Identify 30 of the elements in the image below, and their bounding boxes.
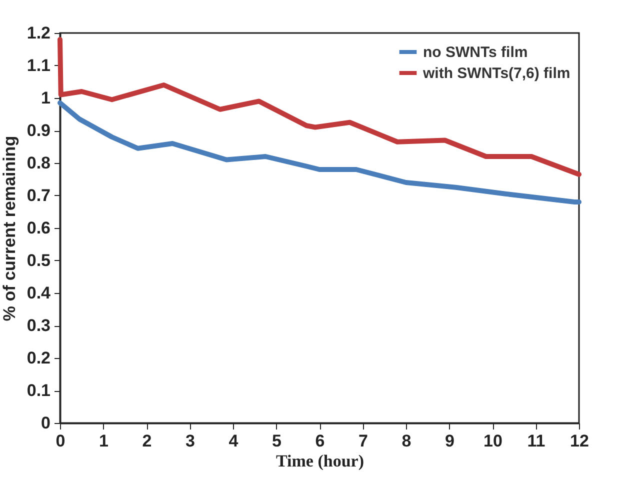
x-tick-label: 8 [402, 432, 412, 450]
y-tick-label: 0.3 [26, 316, 50, 335]
x-tick-label: 5 [272, 432, 282, 450]
y-tick-label: 0.6 [26, 218, 50, 238]
y-tick-label: 0.9 [26, 121, 50, 140]
y-tick-label: 1.1 [26, 56, 50, 75]
x-tick-label: 4 [228, 432, 239, 450]
legend-label: no SWNTs film [423, 44, 528, 61]
x-tick-label: 7 [358, 432, 368, 450]
x-tick-label: 1 [99, 432, 108, 450]
y-tick-label: 0.8 [26, 154, 50, 172]
y-tick-label: 0.2 [26, 348, 50, 368]
legend-label: with SWNTs(7,6) film [422, 65, 570, 82]
y-tick-label: 0.5 [26, 251, 50, 270]
y-tick-label: 0.7 [26, 186, 50, 205]
x-tick-label: 9 [445, 432, 454, 450]
x-tick-label: 12 [570, 432, 589, 450]
y-tick-label: 0.1 [26, 381, 50, 400]
x-tick-label: 10 [484, 432, 502, 450]
x-tick-label: 6 [315, 432, 325, 450]
x-tick-label: 0 [56, 432, 66, 450]
x-tick-label: 2 [142, 432, 152, 450]
y-tick-label: 0.4 [26, 284, 52, 302]
y-tick-label: 1.2 [26, 24, 50, 42]
y-axis-title: % of current remaining [0, 136, 19, 322]
y-tick-label: 0 [41, 414, 50, 432]
x-axis-title: Time (hour) [276, 452, 364, 470]
y-tick-label: 1 [41, 88, 50, 108]
x-tick-label: 11 [527, 432, 546, 450]
x-tick-label: 3 [186, 432, 195, 450]
